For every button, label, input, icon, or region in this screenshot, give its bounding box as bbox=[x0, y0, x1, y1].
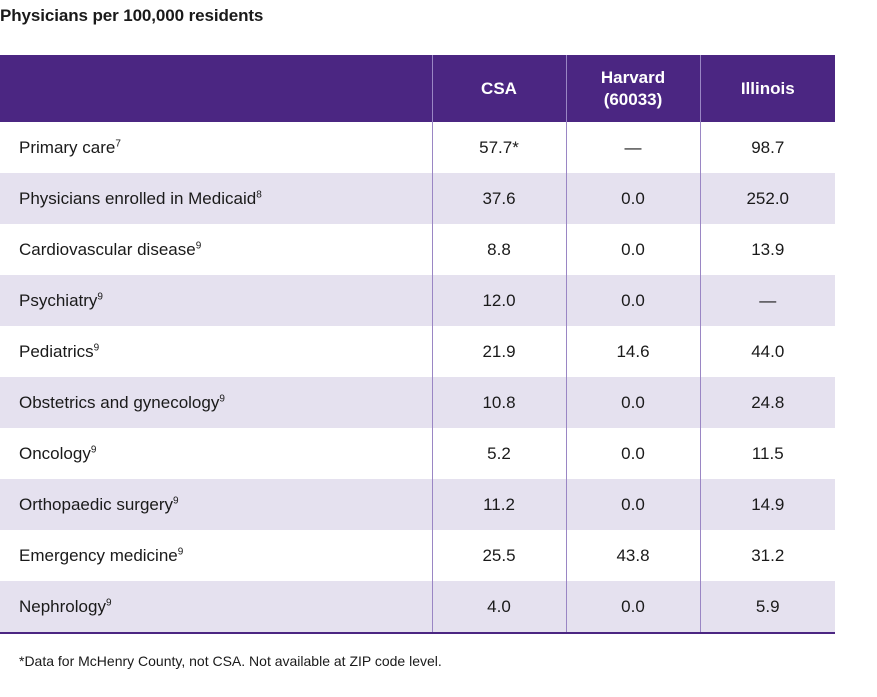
header-cell-category bbox=[0, 55, 432, 122]
row-label: Orthopaedic surgery bbox=[19, 494, 174, 514]
footnote-marker: 7 bbox=[115, 137, 121, 149]
illinois-value: 44.0 bbox=[699, 326, 835, 377]
harvard-value: 0.0 bbox=[565, 428, 700, 479]
csa-value: 25.5 bbox=[431, 530, 566, 581]
row-label: Cardiovascular disease bbox=[19, 239, 196, 259]
footnote-marker: 9 bbox=[195, 239, 202, 251]
harvard-value: 43.8 bbox=[565, 530, 700, 581]
row-label-cell: Pediatrics9 bbox=[0, 326, 432, 377]
row-label: Psychiatry bbox=[19, 290, 98, 310]
row-label: Oncology bbox=[19, 443, 91, 463]
footnote-marker: 9 bbox=[219, 392, 225, 404]
footnote-marker: 9 bbox=[97, 290, 103, 302]
row-label-cell: Psychiatry9 bbox=[0, 275, 432, 326]
table-row: Emergency medicine9 25.5 43.8 31.2 bbox=[0, 530, 835, 581]
csa-value: 10.8 bbox=[431, 377, 566, 428]
harvard-value: 0.0 bbox=[565, 581, 700, 634]
row-label-cell: Cardiovascular disease9 bbox=[0, 224, 432, 275]
harvard-value: — bbox=[565, 122, 700, 173]
illinois-value: 13.9 bbox=[699, 224, 835, 275]
table-row: Primary care7 57.7* —98.7 bbox=[0, 122, 835, 173]
illinois-value: 31.2 bbox=[699, 530, 835, 581]
harvard-value: 0.0 bbox=[565, 275, 700, 326]
row-label-cell: Orthopaedic surgery9 bbox=[0, 479, 432, 530]
illinois-value: 98.7 bbox=[699, 122, 835, 173]
row-label: Nephrology bbox=[19, 596, 106, 616]
header-row: CSA Harvard (60033) Illinois bbox=[0, 55, 835, 122]
footnote-marker: 9 bbox=[90, 443, 97, 455]
row-label: Emergency medicine bbox=[19, 545, 178, 565]
harvard-value: 0.0 bbox=[565, 377, 700, 428]
illinois-value: 11.5 bbox=[699, 428, 835, 479]
footnote-marker: 9 bbox=[173, 494, 179, 506]
harvard-value: 0.0 bbox=[565, 479, 700, 530]
table-row: Cardiovascular disease9 8.8 0.0 13.9 bbox=[0, 224, 835, 275]
csa-value: 11.2 bbox=[431, 479, 566, 530]
harvard-value: 0.0 bbox=[565, 173, 700, 224]
table-row: Physicians enrolled in Medicaid8 37.6 0.0 2… bbox=[0, 173, 835, 224]
row-label: Obstetrics and gynecology bbox=[19, 392, 220, 412]
row-label: Physicians enrolled in Medicaid bbox=[19, 188, 257, 208]
csa-value: 57.7* bbox=[431, 122, 566, 173]
csa-value: 5.2 bbox=[431, 428, 566, 479]
csa-value: 21.9 bbox=[431, 326, 566, 377]
table-row: Psychiatry9 12.0 0.0— bbox=[0, 275, 835, 326]
illinois-value: 14.9 bbox=[699, 479, 835, 530]
row-label-cell: Emergency medicine9 bbox=[0, 530, 432, 581]
table-row: Obstetrics and gynecology9 10.8 0.0 24.8 bbox=[0, 377, 835, 428]
harvard-value: 14.6 bbox=[565, 326, 700, 377]
table-row: Nephrology9 4.0 0.0 5.9 bbox=[0, 581, 835, 634]
row-label-cell: Physicians enrolled in Medicaid8 bbox=[0, 173, 432, 224]
header-cell-csa: CSA bbox=[431, 55, 566, 122]
table-row: Oncology9 5.2 0.0 11.5 bbox=[0, 428, 835, 479]
header-harvard-text: Harvard (60033) bbox=[600, 67, 666, 109]
row-label-cell: Primary care7 bbox=[0, 122, 432, 173]
table-row: Pediatrics9 21.9 14.6 44.0 bbox=[0, 326, 835, 377]
table-title: Physicians per 100,000 residents bbox=[0, 6, 264, 25]
table-header: CSA Harvard (60033) Illinois bbox=[0, 55, 835, 122]
header-cell-harvard: Harvard (60033) bbox=[565, 55, 700, 122]
footnote-marker: 9 bbox=[177, 545, 184, 557]
footnote-marker: 9 bbox=[105, 596, 112, 608]
illinois-value: 252.0 bbox=[699, 173, 835, 224]
csa-value: 12.0 bbox=[431, 275, 566, 326]
footnote-marker: 8 bbox=[256, 188, 262, 200]
illinois-value: — bbox=[699, 275, 835, 326]
illinois-value: 5.9 bbox=[699, 581, 835, 634]
table-body: Primary care7 57.7* —98.7 Physicians enroll… bbox=[0, 122, 835, 634]
csa-value: 4.0 bbox=[431, 581, 566, 634]
row-label-cell: Nephrology9 bbox=[0, 581, 432, 634]
row-label: Primary care bbox=[19, 137, 116, 157]
physicians-table: CSA Harvard (60033) Illinois Primary care… bbox=[0, 55, 835, 634]
footnote-marker: 9 bbox=[93, 341, 100, 353]
csa-value: 8.8 bbox=[431, 224, 566, 275]
table-row: Orthopaedic surgery9 11.2 0.0 14.9 bbox=[0, 479, 835, 530]
footnote: *Data for McHenry County, not CSA. Not a… bbox=[19, 653, 442, 669]
row-label-cell: Oncology9 bbox=[0, 428, 432, 479]
illinois-value: 24.8 bbox=[699, 377, 835, 428]
row-label: Pediatrics bbox=[19, 341, 94, 361]
header-cell-illinois: Illinois bbox=[699, 55, 835, 122]
csa-value: 37.6 bbox=[431, 173, 566, 224]
row-label-cell: Obstetrics and gynecology9 bbox=[0, 377, 432, 428]
harvard-value: 0.0 bbox=[565, 224, 700, 275]
